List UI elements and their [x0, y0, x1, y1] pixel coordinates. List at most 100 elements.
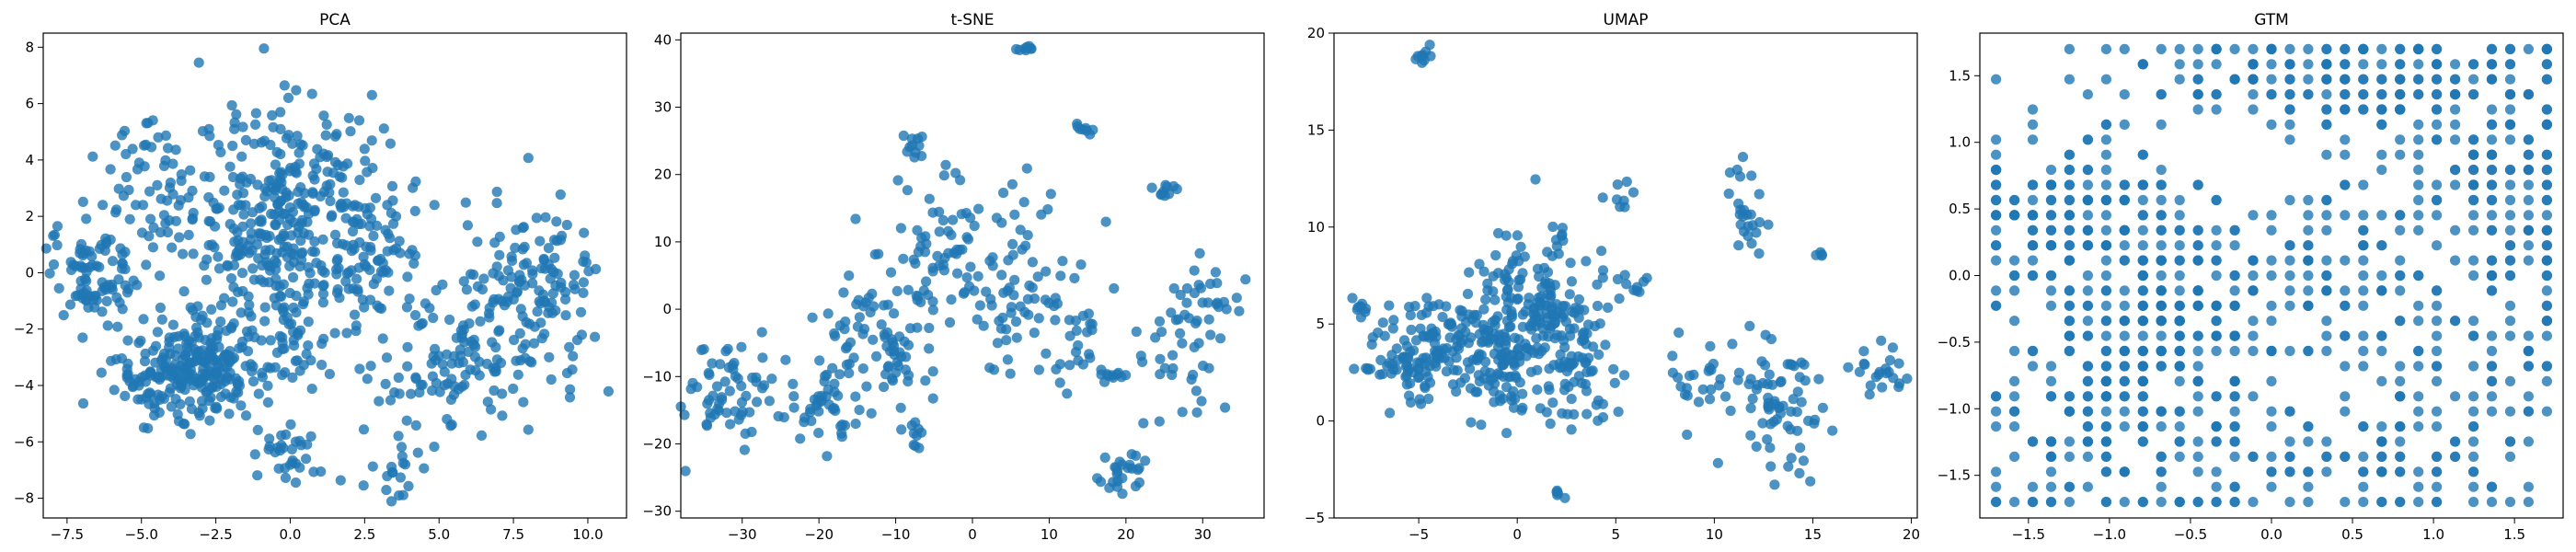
gtm-point [2082, 406, 2093, 417]
gtm-point [2376, 497, 2387, 508]
gtm-point [2009, 391, 2020, 402]
tsne-point [1099, 452, 1110, 463]
gtm-point [2523, 179, 2534, 190]
gtm-point [2192, 451, 2203, 462]
pca-point [352, 284, 363, 295]
tsne-point [1170, 315, 1181, 326]
pca-point [152, 179, 163, 190]
gtm-point [2504, 74, 2516, 85]
gtm-point [2137, 316, 2148, 327]
pca-point [223, 260, 234, 271]
umap-point [1754, 248, 1765, 259]
tsne-point [1183, 313, 1195, 324]
tsne-point [898, 130, 909, 142]
pca-x-tick-label: −7.5 [51, 526, 84, 543]
umap-point [1581, 408, 1593, 420]
gtm-point [2229, 240, 2240, 251]
gtm-point [2432, 43, 2443, 55]
umap-point [1706, 364, 1717, 375]
pca-point [244, 299, 255, 311]
gtm-point [2541, 240, 2552, 251]
pca-point [121, 171, 132, 183]
gtm-point [2229, 421, 2240, 432]
umap-point [1511, 250, 1522, 261]
umap-point [1563, 357, 1574, 369]
gtm-point [2340, 43, 2351, 55]
pca-point [280, 472, 292, 484]
pca-point [385, 395, 397, 406]
gtm-point [2450, 316, 2461, 327]
gtm-point [2395, 134, 2406, 145]
pca-point [404, 293, 415, 305]
gtm-point [2413, 421, 2424, 432]
tsne-point [902, 185, 914, 196]
tsne-point [737, 406, 748, 418]
pca-point [386, 180, 398, 191]
pca-point [383, 228, 394, 239]
gtm-point [2450, 255, 2461, 266]
pca-x-tick-label: 2.5 [353, 526, 375, 543]
pca-point [44, 268, 55, 279]
umap-point [1488, 270, 1499, 282]
tsne-point [809, 394, 821, 405]
tsne-point [703, 367, 714, 379]
gtm-point [2358, 345, 2369, 357]
gtm-point [2064, 316, 2075, 327]
pca-point [318, 110, 329, 121]
pca-point [373, 255, 384, 266]
tsne-point [722, 343, 733, 354]
pca-point [132, 394, 144, 405]
gtm-point [2248, 59, 2259, 70]
gtm-point [2340, 330, 2351, 341]
pca-point [242, 346, 254, 357]
umap-point [1813, 374, 1824, 385]
pca-point [212, 203, 223, 214]
pca-point [270, 300, 282, 311]
pca-point [167, 319, 178, 330]
gtm-point [2413, 179, 2424, 190]
gtm-point [2413, 391, 2424, 402]
tsne-point [714, 398, 725, 409]
gtm-point [2340, 74, 2351, 85]
pca-point [275, 107, 286, 118]
pca-point [551, 216, 562, 227]
gtm-point [2027, 194, 2039, 206]
pca-point [215, 300, 226, 311]
tsne-point [1018, 197, 1029, 208]
pca-x-tick-label: −2.5 [199, 526, 232, 543]
pca-point [325, 178, 336, 190]
pca-point [568, 351, 579, 362]
umap-point [1520, 305, 1531, 317]
gtm-point [2027, 119, 2039, 130]
umap-point [1420, 366, 1432, 377]
gtm-point [2137, 421, 2148, 432]
umap-point [1811, 249, 1822, 260]
pca-point [284, 202, 295, 213]
gtm-point [2119, 316, 2130, 327]
gtm-point [2358, 255, 2369, 266]
umap-point [1603, 302, 1614, 313]
gtm-point [2027, 134, 2039, 145]
tsne-point [1029, 328, 1040, 339]
umap-point [1495, 396, 1506, 407]
pca-point [152, 327, 163, 338]
pca-point [510, 242, 521, 253]
pca-point [456, 328, 467, 339]
tsne-point [1055, 270, 1066, 282]
pca-point [539, 263, 551, 274]
pca-point [267, 109, 278, 121]
gtm-point [2137, 255, 2148, 266]
umap-point [1502, 297, 1513, 308]
umap-point [1562, 408, 1573, 420]
umap-point [1619, 370, 1630, 381]
umap-axes-frame [1333, 32, 1918, 519]
gtm-point [1991, 74, 2002, 85]
pca-point [252, 424, 263, 435]
tsne-point [736, 381, 747, 392]
pca-point [560, 286, 571, 298]
gtm-point [2523, 497, 2534, 508]
gtm-point [2395, 255, 2406, 266]
pca-x-tick-label: 10.0 [572, 526, 603, 543]
tsne-point [861, 381, 872, 392]
